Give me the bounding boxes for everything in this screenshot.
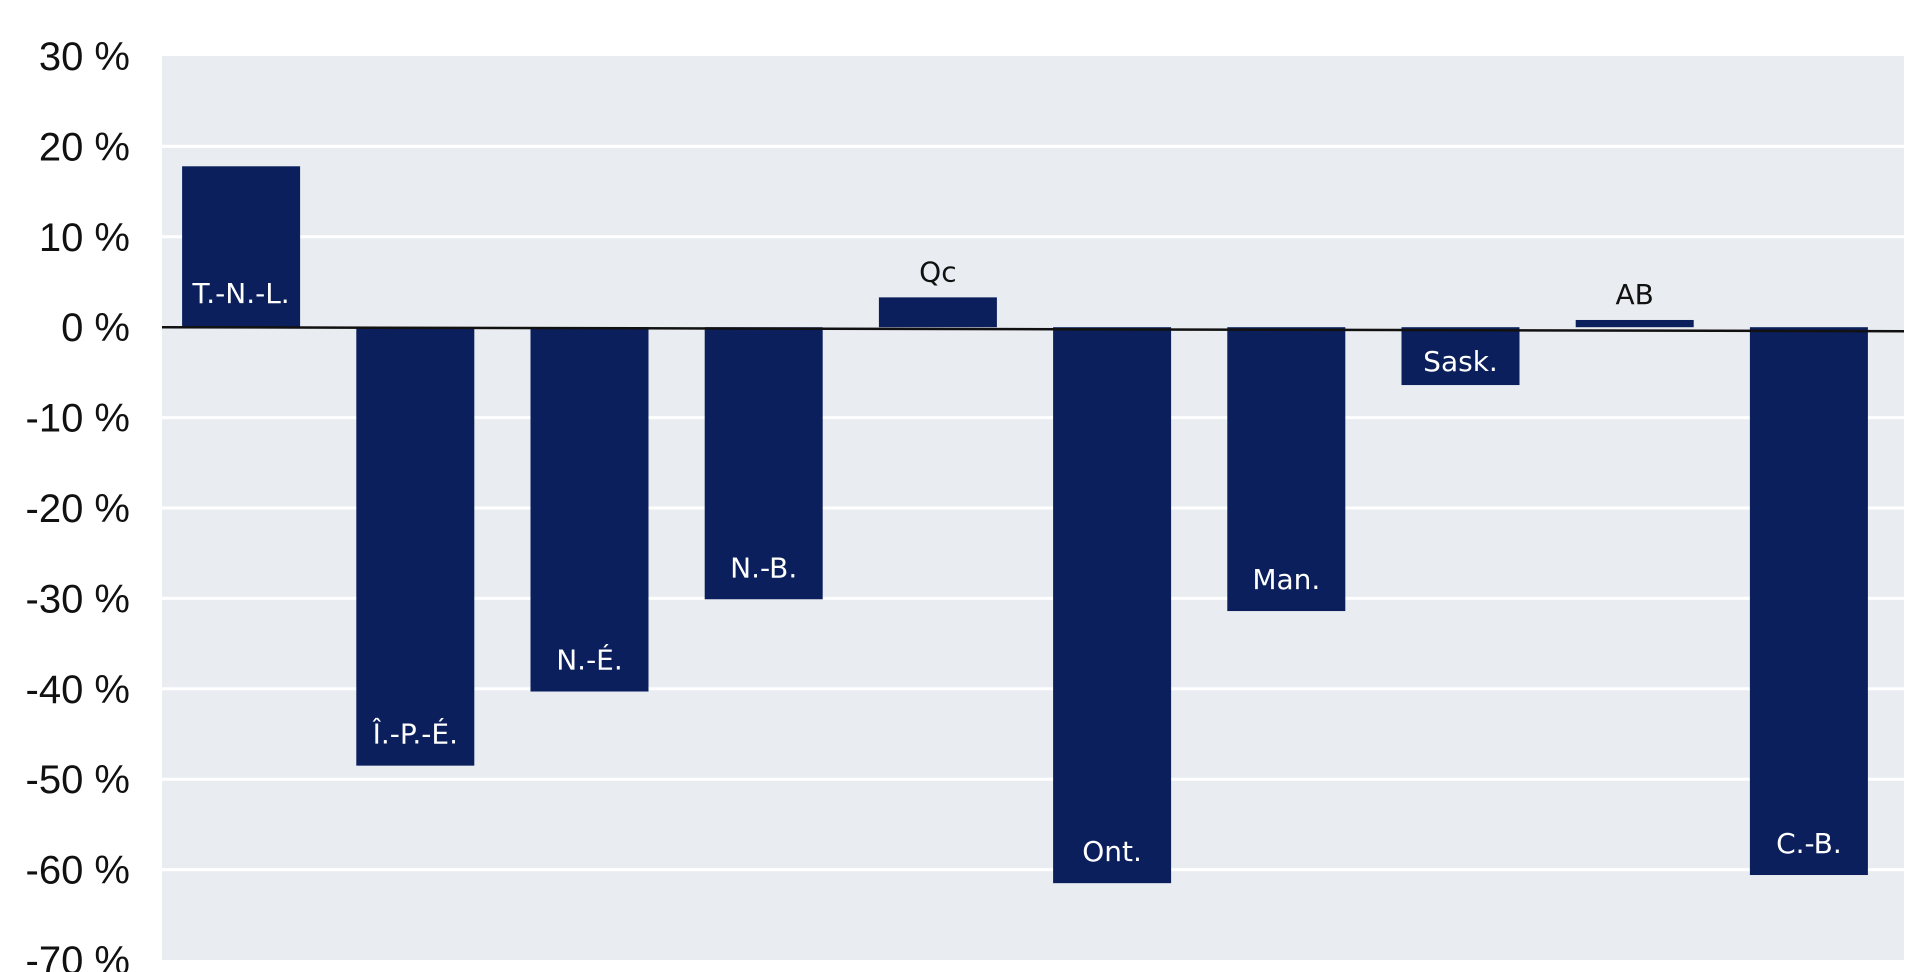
bar-Î.-P.-É.: [356, 327, 475, 766]
bar-Ont.: [1053, 327, 1172, 884]
bar-Man.: [1227, 327, 1346, 612]
bar-AB: [1575, 319, 1694, 328]
bar-Sask.: [1401, 327, 1520, 386]
zero-baseline: [161, 325, 1905, 333]
bar-label: Ont.: [1082, 835, 1142, 868]
bar-label: Man.: [1252, 563, 1320, 596]
y-tick-label: -70 %: [26, 939, 131, 972]
bar-label: Qc: [919, 255, 956, 288]
y-axis-tick-labels: 30 % 20 % 10 % 0 % -10 % -20 % -30 % -40 % -50 %…: [26, 35, 131, 972]
bar-C.-B.: [1749, 327, 1868, 876]
y-tick-label: -40 %: [26, 668, 131, 712]
bar-N.-B.: [704, 327, 823, 600]
bar-labels: T.-N.-L. Î.-P.-É. N.-É. N.-B. Qc Ont. Man. Sask…: [191, 255, 1841, 868]
bar-label: C.-B.: [1776, 827, 1842, 860]
y-tick-label: 30 %: [39, 35, 130, 79]
bar-label: Î.-P.-É.: [372, 717, 458, 751]
y-tick-label: 10 %: [39, 216, 130, 260]
bar-label: Sask.: [1423, 345, 1498, 378]
y-tick-label: -60 %: [26, 849, 131, 893]
y-tick-label: -20 %: [26, 487, 131, 531]
bar-N.-É.: [530, 327, 649, 692]
bar-label: N.-B.: [730, 551, 797, 584]
bars: [182, 166, 1868, 884]
bar-label: AB: [1616, 278, 1654, 311]
y-tick-label: -10 %: [26, 397, 131, 441]
y-tick-label: -30 %: [26, 577, 131, 621]
y-tick-label: -50 %: [26, 758, 131, 802]
bar-Qc: [878, 297, 997, 328]
bar-label: T.-N.-L.: [191, 277, 289, 310]
y-tick-label: 20 %: [39, 125, 130, 169]
bar-label: N.-É.: [556, 643, 623, 677]
y-tick-label: 0 %: [61, 306, 130, 350]
bar-T.-N.-L.: [182, 166, 301, 328]
